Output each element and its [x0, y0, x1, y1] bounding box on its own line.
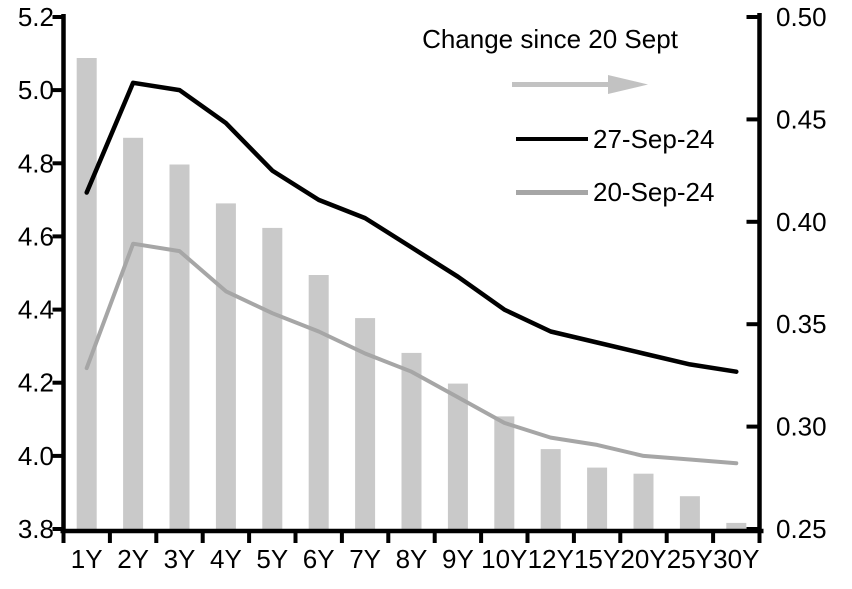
x-axis-label-25Y: 25Y: [667, 544, 713, 574]
x-axis-label-20Y: 20Y: [620, 544, 666, 574]
legend-item-20-sep-24: 20-Sep-24: [516, 177, 714, 207]
legend-item-27-sep-24: 27-Sep-24: [516, 124, 714, 154]
bar-25Y: [679, 496, 700, 533]
right-axis-label-0.40: 0.40: [776, 207, 827, 237]
right-axis-label-0.25: 0.25: [776, 514, 827, 544]
bar-15Y: [587, 467, 608, 533]
bar-10Y: [494, 416, 515, 533]
annotation-title: Change since 20 Sept: [422, 24, 678, 54]
bar-9Y: [447, 383, 468, 533]
right-axis-label-0.35: 0.35: [776, 309, 827, 339]
axis-ticks: [52, 15, 762, 543]
x-axis-label-30Y: 30Y: [713, 544, 759, 574]
legend-label: 27-Sep-24: [593, 124, 715, 154]
line-20-sep-24: [84, 241, 739, 466]
right-axis-label-0.30: 0.30: [776, 412, 827, 442]
change-arrow-icon: [505, 72, 655, 98]
left-axis-label-5.0: 5.0: [18, 75, 54, 105]
bar-8Y: [401, 352, 422, 533]
left-axis-label-4.2: 4.2: [18, 368, 54, 398]
x-axis-label-7Y: 7Y: [349, 544, 381, 574]
bar-2Y: [123, 137, 144, 534]
right-axis-label-0.50: 0.50: [776, 2, 827, 32]
bar-12Y: [540, 449, 561, 533]
x-axis-label-1Y: 1Y: [71, 544, 103, 574]
legend-label: 20-Sep-24: [593, 177, 715, 207]
bar-3Y: [169, 164, 190, 533]
x-axis-label-6Y: 6Y: [303, 544, 335, 574]
x-axis-label-4Y: 4Y: [210, 544, 242, 574]
bar-4Y: [215, 203, 236, 533]
left-axis-label-5.2: 5.2: [18, 2, 54, 32]
x-axis-label-15Y: 15Y: [574, 544, 620, 574]
left-axis-label-4.6: 4.6: [18, 221, 54, 251]
x-axis-label-12Y: 12Y: [528, 544, 574, 574]
x-axis-label-9Y: 9Y: [442, 544, 474, 574]
bar-1Y: [76, 58, 97, 533]
bar-20Y: [633, 473, 654, 533]
x-axis-label-2Y: 2Y: [117, 544, 149, 574]
x-axis-label-8Y: 8Y: [396, 544, 428, 574]
axis-labels: 5.2 5.0 4.8 4.6 4.4 4.2 4.0 3.8 0.50 0.45 0.40 0.35…: [18, 2, 827, 574]
line-27-sep-24: [84, 80, 739, 374]
x-axis-label-5Y: 5Y: [256, 544, 288, 574]
axes: [60, 13, 764, 534]
left-axis-label-4.0: 4.0: [18, 441, 54, 471]
bar-6Y: [308, 275, 329, 533]
bar-30Y: [726, 522, 747, 533]
right-axis-label-0.45: 0.45: [776, 104, 827, 134]
x-axis-label-10Y: 10Y: [481, 544, 527, 574]
x-axis-label-3Y: 3Y: [164, 544, 196, 574]
left-axis-label-4.8: 4.8: [18, 148, 54, 178]
left-axis-label-3.8: 3.8: [18, 514, 54, 544]
line-swatch-27-sep-24: [516, 137, 588, 141]
bar-7Y: [355, 318, 376, 533]
bar-5Y: [262, 227, 283, 533]
left-axis-label-4.4: 4.4: [18, 295, 54, 325]
line-swatch-20-sep-24: [516, 189, 588, 195]
